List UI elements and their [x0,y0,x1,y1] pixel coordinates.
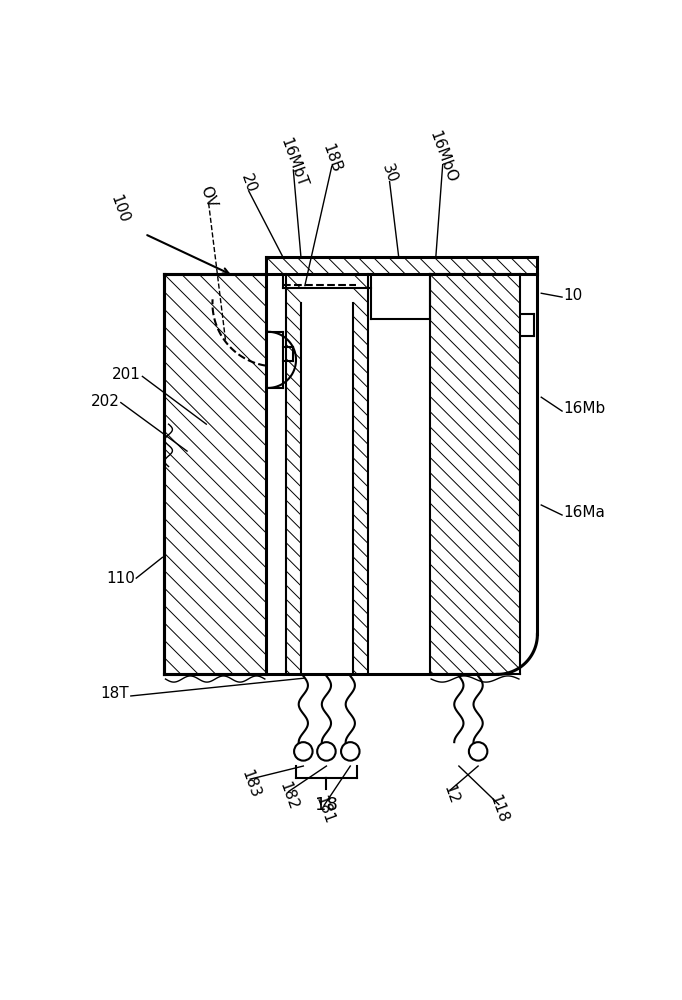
Text: 18: 18 [315,796,338,814]
Text: 202: 202 [91,394,119,409]
Text: 16Mb: 16Mb [563,401,605,416]
Text: 10: 10 [563,288,582,303]
Text: 16MbT: 16MbT [278,136,309,189]
Text: 16Ma: 16Ma [563,505,605,520]
Text: 18B: 18B [320,142,344,175]
Text: 12: 12 [440,783,461,806]
Text: 110: 110 [106,571,134,586]
Text: 183: 183 [238,768,262,800]
Text: OV: OV [198,184,220,210]
Text: 100: 100 [107,192,131,225]
Text: 20: 20 [238,172,259,195]
Text: 181: 181 [312,794,336,826]
Text: 30: 30 [379,162,400,186]
Text: 182: 182 [277,780,301,812]
Text: 118: 118 [487,793,511,825]
Text: 18T: 18T [101,686,130,701]
Text: 201: 201 [112,367,141,382]
Text: 16MbO: 16MbO [426,129,459,185]
